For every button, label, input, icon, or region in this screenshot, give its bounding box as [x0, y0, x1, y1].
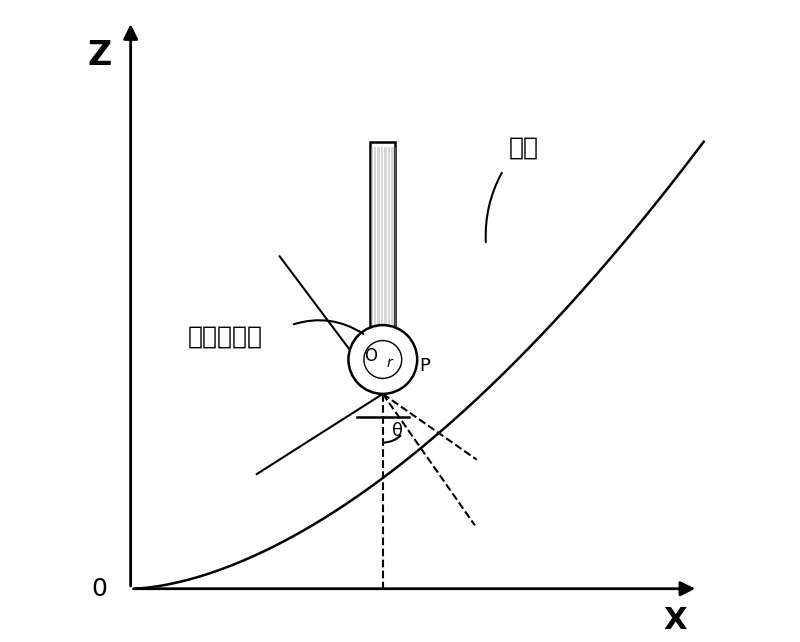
Text: Z: Z: [87, 39, 111, 73]
Text: P: P: [419, 358, 430, 376]
Text: O: O: [364, 347, 378, 365]
Text: X: X: [663, 606, 687, 635]
Text: θ: θ: [392, 422, 402, 440]
Text: 0: 0: [91, 577, 107, 601]
Text: 三坐标测头: 三坐标测头: [188, 325, 263, 349]
Bar: [370, 142, 395, 360]
Text: 镜面: 镜面: [509, 135, 539, 159]
Text: r: r: [387, 356, 393, 370]
Circle shape: [349, 325, 417, 394]
Circle shape: [364, 340, 402, 378]
